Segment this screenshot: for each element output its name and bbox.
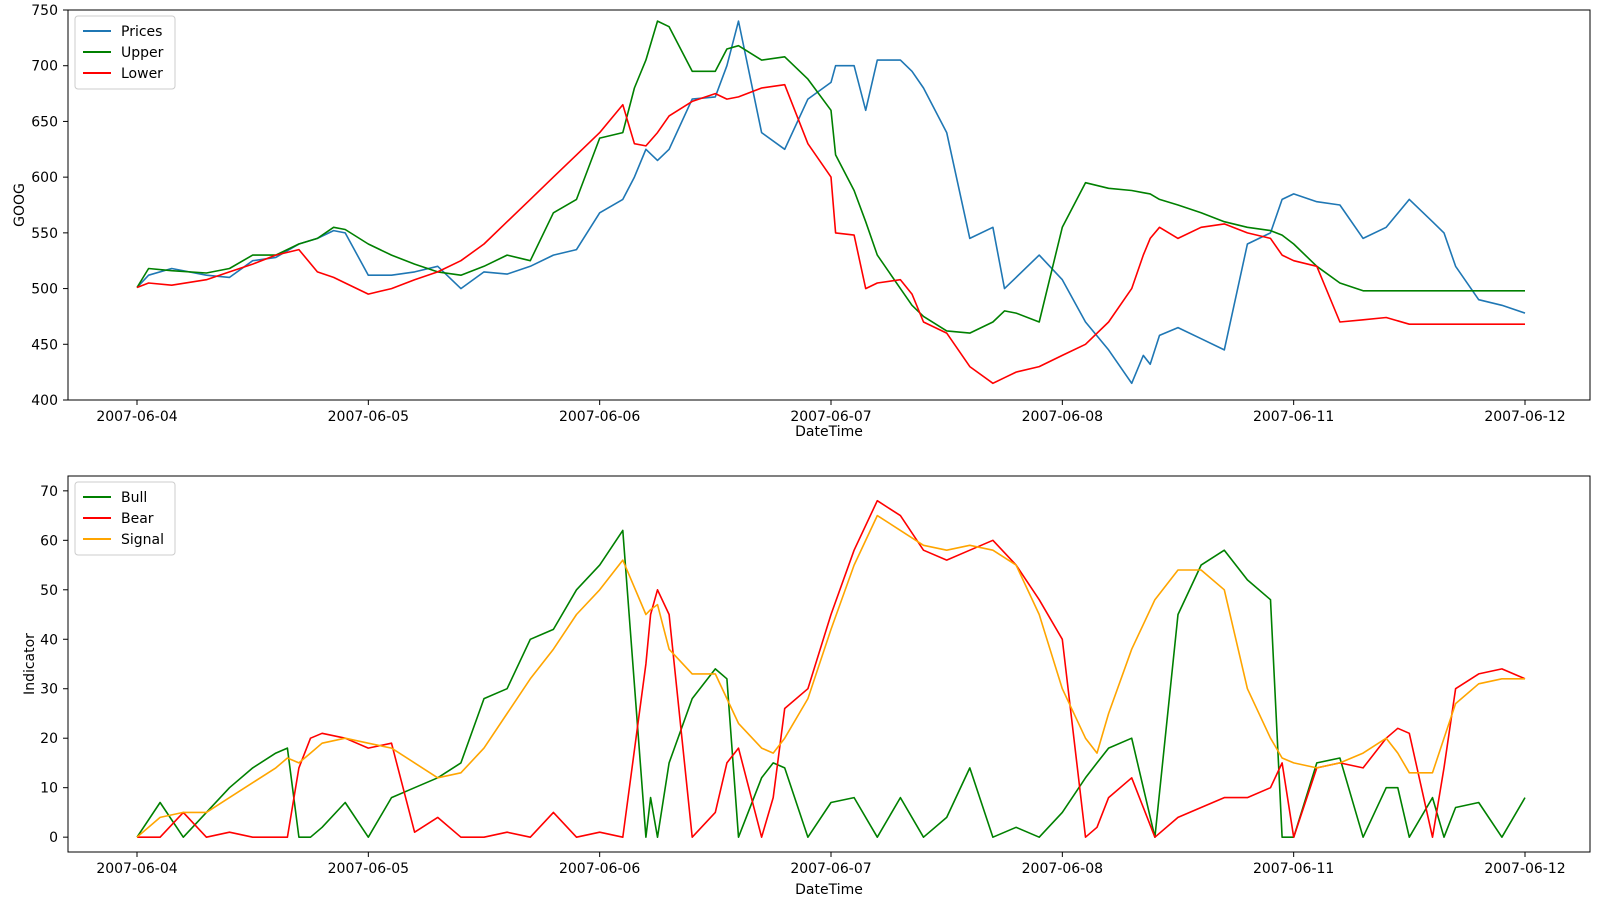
series-line-lower bbox=[136, 83, 1525, 385]
y-tick-label: 50 bbox=[40, 583, 58, 599]
x-tick-label: 2007-06-06 bbox=[559, 861, 640, 877]
series-lines bbox=[136, 499, 1526, 839]
legend-label-bull: Bull bbox=[121, 490, 147, 506]
legend-box bbox=[74, 15, 176, 90]
y-axis-ticks: 0 10 20 30 40 50 60 70 bbox=[40, 484, 68, 846]
y-tick-label: 10 bbox=[40, 781, 58, 797]
x-tick-label: 2007-06-07 bbox=[790, 409, 871, 425]
series-lines bbox=[136, 20, 1526, 385]
legend-box bbox=[74, 481, 176, 556]
series-line-upper bbox=[136, 20, 1525, 334]
x-tick-label: 2007-06-06 bbox=[559, 409, 640, 425]
y-axis-ticks: 400 450 500 550 600 650 700 750 bbox=[31, 3, 68, 409]
y-tick-label: 600 bbox=[31, 170, 58, 186]
series-line-signal bbox=[136, 514, 1525, 838]
indicator-chart: 2007-06-04 2007-06-05 2007-06-06 2007-06-07… bbox=[22, 475, 1591, 898]
y-tick-label: 750 bbox=[31, 3, 58, 19]
y-tick-label: 70 bbox=[40, 484, 58, 500]
y-tick-label: 30 bbox=[40, 682, 58, 698]
y-tick-label: 650 bbox=[31, 114, 58, 130]
x-tick-label: 2007-06-05 bbox=[328, 409, 409, 425]
y-axis-label: GOOG bbox=[12, 183, 28, 227]
x-tick-label: 2007-06-07 bbox=[790, 861, 871, 877]
y-tick-label: 0 bbox=[49, 830, 58, 846]
legend-label-upper: Upper bbox=[121, 45, 164, 61]
y-tick-label: 60 bbox=[40, 533, 58, 549]
x-tick-label: 2007-06-12 bbox=[1484, 409, 1565, 425]
price-bands-chart: 2007-06-04 2007-06-05 2007-06-06 2007-06-07… bbox=[12, 3, 1591, 440]
legend-label-signal: Signal bbox=[121, 532, 164, 548]
x-tick-label: 2007-06-11 bbox=[1253, 861, 1334, 877]
x-tick-label: 2007-06-04 bbox=[96, 861, 177, 877]
x-axis-label: DateTime bbox=[795, 882, 863, 898]
x-tick-label: 2007-06-11 bbox=[1253, 409, 1334, 425]
y-tick-label: 20 bbox=[40, 731, 58, 747]
x-tick-label: 2007-06-05 bbox=[328, 861, 409, 877]
plot-area-frame bbox=[67, 9, 1591, 401]
x-tick-label: 2007-06-08 bbox=[1022, 861, 1103, 877]
legend-label-bear: Bear bbox=[121, 511, 154, 527]
series-line-prices bbox=[136, 20, 1526, 385]
y-tick-label: 400 bbox=[31, 393, 58, 409]
y-tick-label: 450 bbox=[31, 337, 58, 353]
x-axis-ticks: 2007-06-04 2007-06-05 2007-06-06 2007-06-07… bbox=[96, 400, 1566, 425]
y-tick-label: 500 bbox=[31, 282, 58, 298]
x-tick-label: 2007-06-12 bbox=[1484, 861, 1565, 877]
y-axis-label: Indicator bbox=[22, 633, 38, 695]
y-tick-label: 40 bbox=[40, 632, 58, 648]
series-line-bear bbox=[137, 499, 1526, 839]
x-tick-label: 2007-06-04 bbox=[96, 409, 177, 425]
x-axis-ticks: 2007-06-04 2007-06-05 2007-06-06 2007-06-07… bbox=[96, 852, 1566, 877]
legend-label-prices: Prices bbox=[121, 24, 162, 40]
plot-area-frame bbox=[67, 475, 1591, 853]
y-tick-label: 700 bbox=[31, 59, 58, 75]
legend-label-lower: Lower bbox=[121, 66, 163, 82]
y-tick-label: 550 bbox=[31, 226, 58, 242]
x-axis-label: DateTime bbox=[795, 424, 863, 440]
legend: Bull Bear Signal bbox=[74, 481, 176, 556]
x-tick-label: 2007-06-08 bbox=[1022, 409, 1103, 425]
legend: Prices Upper Lower bbox=[74, 15, 176, 90]
